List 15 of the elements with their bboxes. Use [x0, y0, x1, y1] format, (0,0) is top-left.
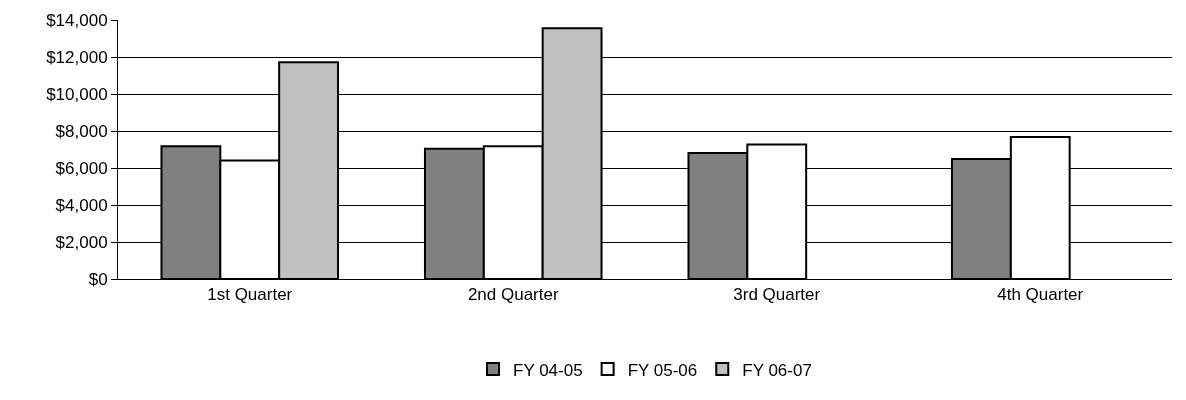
- y-tick-label: $10,000: [46, 84, 108, 104]
- x-tick-label: 1st Quarter: [207, 285, 293, 305]
- y-tick-label: $14,000: [46, 10, 108, 30]
- legend-label: FY 06-07: [742, 360, 812, 380]
- legend-label: FY 05-06: [627, 360, 698, 380]
- x-tick-label: 4th Quarter: [997, 285, 1084, 305]
- y-tick-label: $4,000: [55, 195, 108, 215]
- y-tick-label: $0: [88, 269, 108, 289]
- y-tick-label: $8,000: [55, 121, 108, 141]
- x-tick-label: 2nd Quarter: [467, 285, 559, 305]
- legend-label: FY 04-05: [513, 360, 583, 380]
- y-tick-label: $12,000: [46, 47, 108, 67]
- y-tick-label: $2,000: [55, 232, 108, 252]
- y-tick-label: $6,000: [55, 158, 108, 178]
- x-tick-label: 3rd Quarter: [733, 285, 821, 305]
